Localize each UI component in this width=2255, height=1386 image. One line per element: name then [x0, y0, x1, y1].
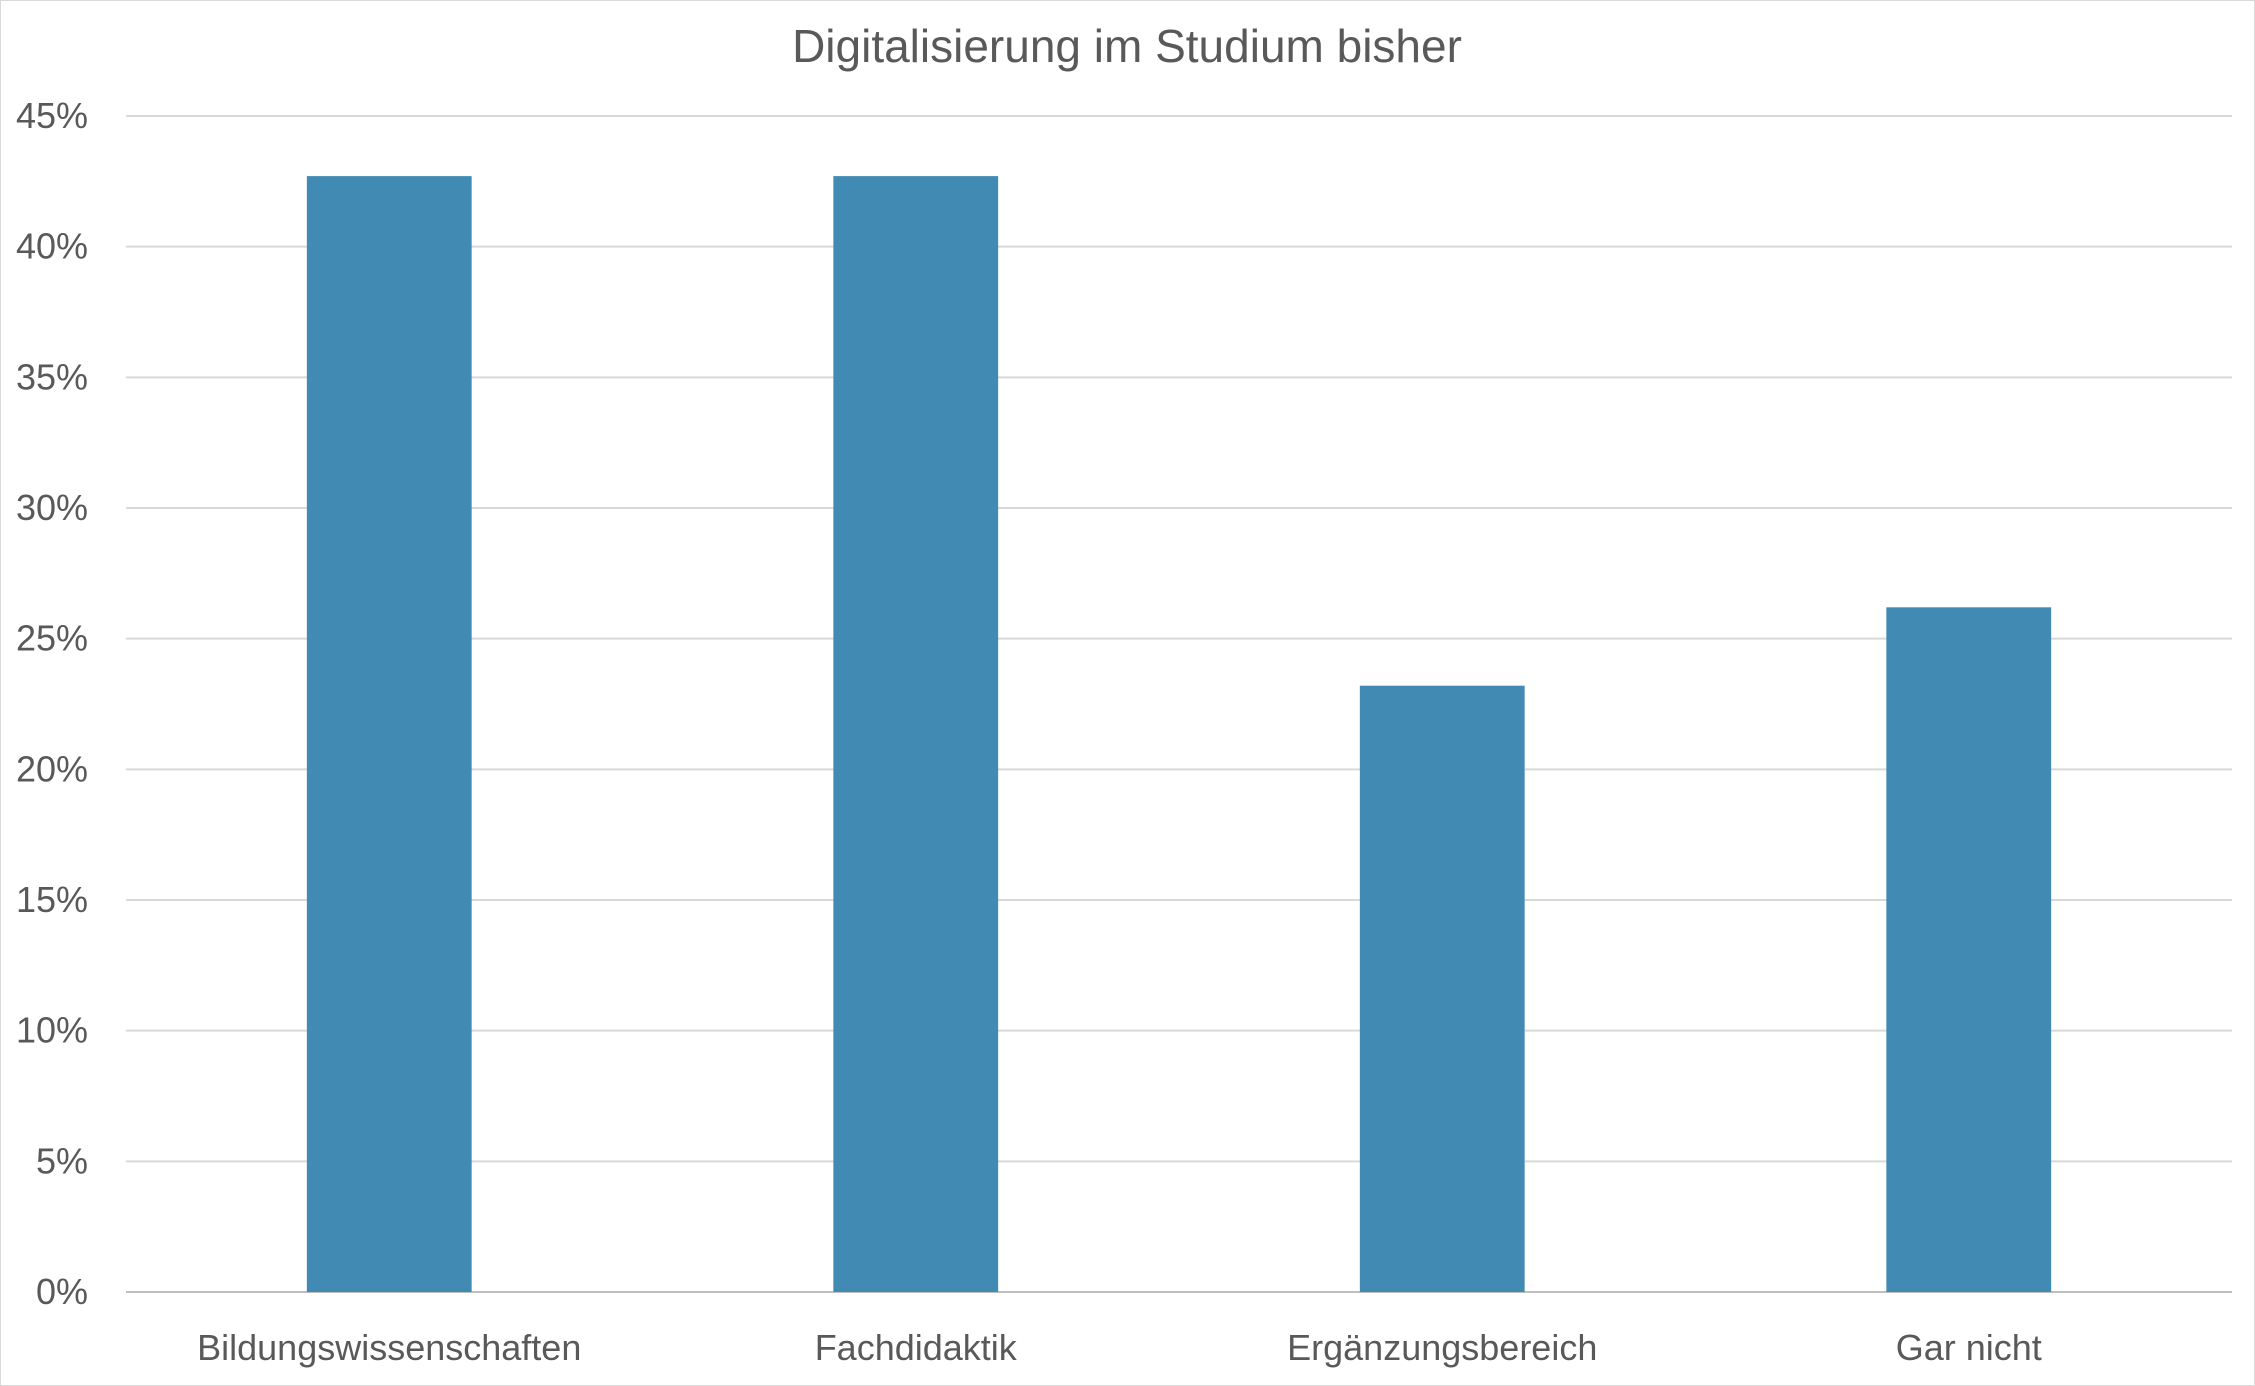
y-tick-label: 40%	[16, 226, 88, 267]
bar-gar-nicht	[1886, 607, 2052, 1292]
x-category-label: Ergänzungsbereich	[1287, 1327, 1597, 1368]
x-category-label: Gar nicht	[1896, 1327, 2042, 1368]
y-tick-label: 0%	[36, 1271, 88, 1312]
bar-bildungswissenschaften	[306, 176, 472, 1292]
gridlines	[126, 115, 2232, 1293]
bar-fachdidaktik	[833, 176, 999, 1292]
y-tick-label: 30%	[16, 487, 88, 528]
chart-title: Digitalisierung im Studium bisher	[792, 20, 1462, 72]
bar-ergänzungsbereich	[1359, 685, 1525, 1292]
y-tick-label: 35%	[16, 356, 88, 397]
y-tick-label: 5%	[36, 1140, 88, 1181]
x-category-label: Bildungswissenschaften	[197, 1327, 581, 1368]
y-tick-label: 15%	[16, 879, 88, 920]
y-axis-tick-labels: 0% 5% 10% 15% 20% 25% 30% 35% 40% 45%	[16, 95, 88, 1312]
y-tick-label: 10%	[16, 1010, 88, 1051]
y-tick-label: 25%	[16, 618, 88, 659]
x-category-label: Fachdidaktik	[815, 1327, 1018, 1368]
bars	[306, 176, 2052, 1292]
y-tick-label: 45%	[16, 95, 88, 136]
y-tick-label: 20%	[16, 748, 88, 789]
x-axis-category-labels: Bildungswissenschaften Fachdidaktik Ergänz…	[197, 1327, 2042, 1368]
